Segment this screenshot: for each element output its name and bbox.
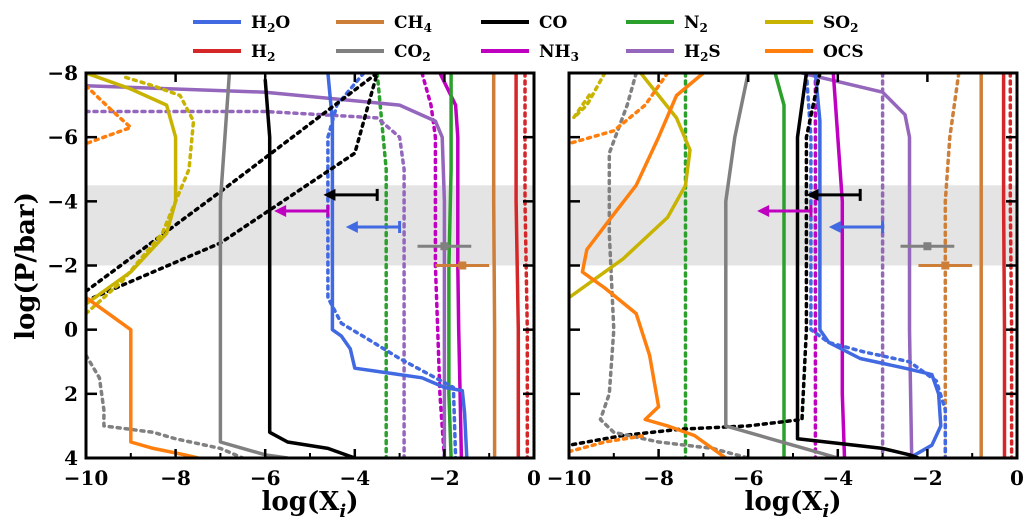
series-line-CO-solid <box>263 79 356 458</box>
x-tick-label: −4 <box>822 466 853 490</box>
legend-item-H2O: H2O <box>193 13 290 35</box>
x-tick-label: −2 <box>429 466 460 490</box>
series-line-SO2-dotted <box>571 73 607 120</box>
series-line-N2-solid <box>773 73 786 458</box>
x-tick-label: −6 <box>733 466 764 490</box>
retrieval-upper-limit-CO <box>806 188 862 201</box>
y-tick-label: −6 <box>47 125 78 149</box>
x-tick-label: −8 <box>160 466 191 490</box>
series-line-H2S-dotted <box>86 109 406 458</box>
retrieval-upper-limit-CO <box>323 188 379 201</box>
legend-item-CO2: CO2 <box>336 42 431 64</box>
series-line-NH3-dotted <box>420 73 447 458</box>
panel-left: −10 −8 −6 −4 −2 0 −8 −6 −4 −2 0 2 4 <box>47 61 541 490</box>
series-line-CO-dotted <box>569 73 822 447</box>
series-line-CO2-solid <box>218 73 288 458</box>
legend-label: H2 <box>251 42 275 64</box>
legend-item-H2S: H2S <box>626 42 721 64</box>
series-line-N2-solid <box>447 73 453 458</box>
series-line-H2S-solid <box>801 73 914 458</box>
y-tick-label: 0 <box>64 318 78 342</box>
series-line-CO2-solid <box>724 73 839 458</box>
legend-label: CO2 <box>394 42 431 64</box>
series-line-H2-solid <box>1001 73 1007 458</box>
legend-label: CO <box>539 13 568 33</box>
y-tick-label: −8 <box>47 61 78 85</box>
series-group <box>569 73 1014 458</box>
shaded-band <box>569 185 1017 266</box>
retrieval-constraint-CH4 <box>435 261 490 270</box>
series-line-CH4-dotted <box>943 73 961 458</box>
series-line-OCS-dotted <box>569 433 647 454</box>
series-line-H2O-dotted <box>326 73 458 458</box>
series-line-CH4-solid <box>491 73 497 458</box>
series-line-NH3-solid <box>831 73 847 458</box>
series-line-H2S-solid <box>86 84 447 458</box>
series-line-H2-solid <box>514 73 521 458</box>
series-line-H2O-solid <box>326 73 469 458</box>
legend-label: SO2 <box>823 13 858 35</box>
series-line-OCS-dotted <box>86 84 133 146</box>
axis-labels: log(Xi) log(Xi) log(P/bar) <box>11 192 842 522</box>
x-tick-label: −4 <box>339 466 370 490</box>
retrieval-upper-limit-H2O <box>828 221 885 233</box>
retrieval-constraint-CH4 <box>918 261 973 270</box>
series-line-OCS-dotted <box>569 73 670 146</box>
x-tick-label: −8 <box>643 466 674 490</box>
series-line-SO2-solid <box>569 73 692 300</box>
panel-right: −10 −8 −6 −4 −2 0 <box>547 71 1024 490</box>
shaded-band <box>86 185 534 266</box>
y-tick-label: −2 <box>47 254 78 278</box>
retrieval-upper-limit-H2O <box>345 221 402 233</box>
x-tick-label: 0 <box>527 466 541 490</box>
series-line-CO-dotted <box>86 73 379 303</box>
x-axis-title: log(Xi) <box>744 487 841 522</box>
series-line-H2O-solid <box>813 73 943 458</box>
x-tick-label: −10 <box>64 466 109 490</box>
series-line-SO2-dotted <box>86 74 196 316</box>
y-tick-label: −4 <box>47 189 78 213</box>
series-line-CO2-dotted <box>598 73 750 458</box>
legend-label: OCS <box>823 42 864 62</box>
legend-item-NH3: NH3 <box>481 42 579 64</box>
x-tick-label: 0 <box>1010 466 1024 490</box>
legend-item-SO2: SO2 <box>765 13 858 35</box>
retrieval-upper-limit-NH3 <box>757 204 813 217</box>
series-line-OCS-solid <box>86 296 199 458</box>
series-line-CO-solid <box>795 73 919 458</box>
x-tick-label: −10 <box>547 466 592 490</box>
x-tick-label: −6 <box>250 466 281 490</box>
legend-label: NH3 <box>539 42 579 64</box>
legend-item-CH4: CH4 <box>336 13 432 35</box>
legend-item-N2: N2 <box>626 13 708 35</box>
series-line-OCS-solid <box>580 73 727 458</box>
legend-item-OCS: OCS <box>765 42 864 62</box>
series-line-CO2-dotted <box>86 353 245 458</box>
legend-item-CO: CO <box>481 13 568 33</box>
x-tick-label: −2 <box>912 466 943 490</box>
legend-label: N2 <box>684 13 708 35</box>
legend-item-H2: H2 <box>193 42 275 64</box>
retrieval-constraint-CO2 <box>900 242 955 251</box>
y-tick-label: 4 <box>64 446 78 470</box>
retrieval-constraint-CO2 <box>417 242 472 251</box>
legend-label: H2O <box>251 13 290 35</box>
series-line-SO2-solid <box>86 73 178 306</box>
y-tick-label: 2 <box>64 382 78 406</box>
series-line-H2O-dotted <box>804 73 948 458</box>
legend-label: CH4 <box>394 13 432 35</box>
x-axis-title: log(Xi) <box>261 487 358 522</box>
retrieval-upper-limit-NH3 <box>274 204 330 217</box>
legend-label: H2S <box>684 42 721 64</box>
legend: H2O CH4 CO N2 SO2 H2 CO2 NH3 H2S OCS <box>193 13 864 64</box>
y-axis-title: log(P/bar) <box>11 192 41 340</box>
